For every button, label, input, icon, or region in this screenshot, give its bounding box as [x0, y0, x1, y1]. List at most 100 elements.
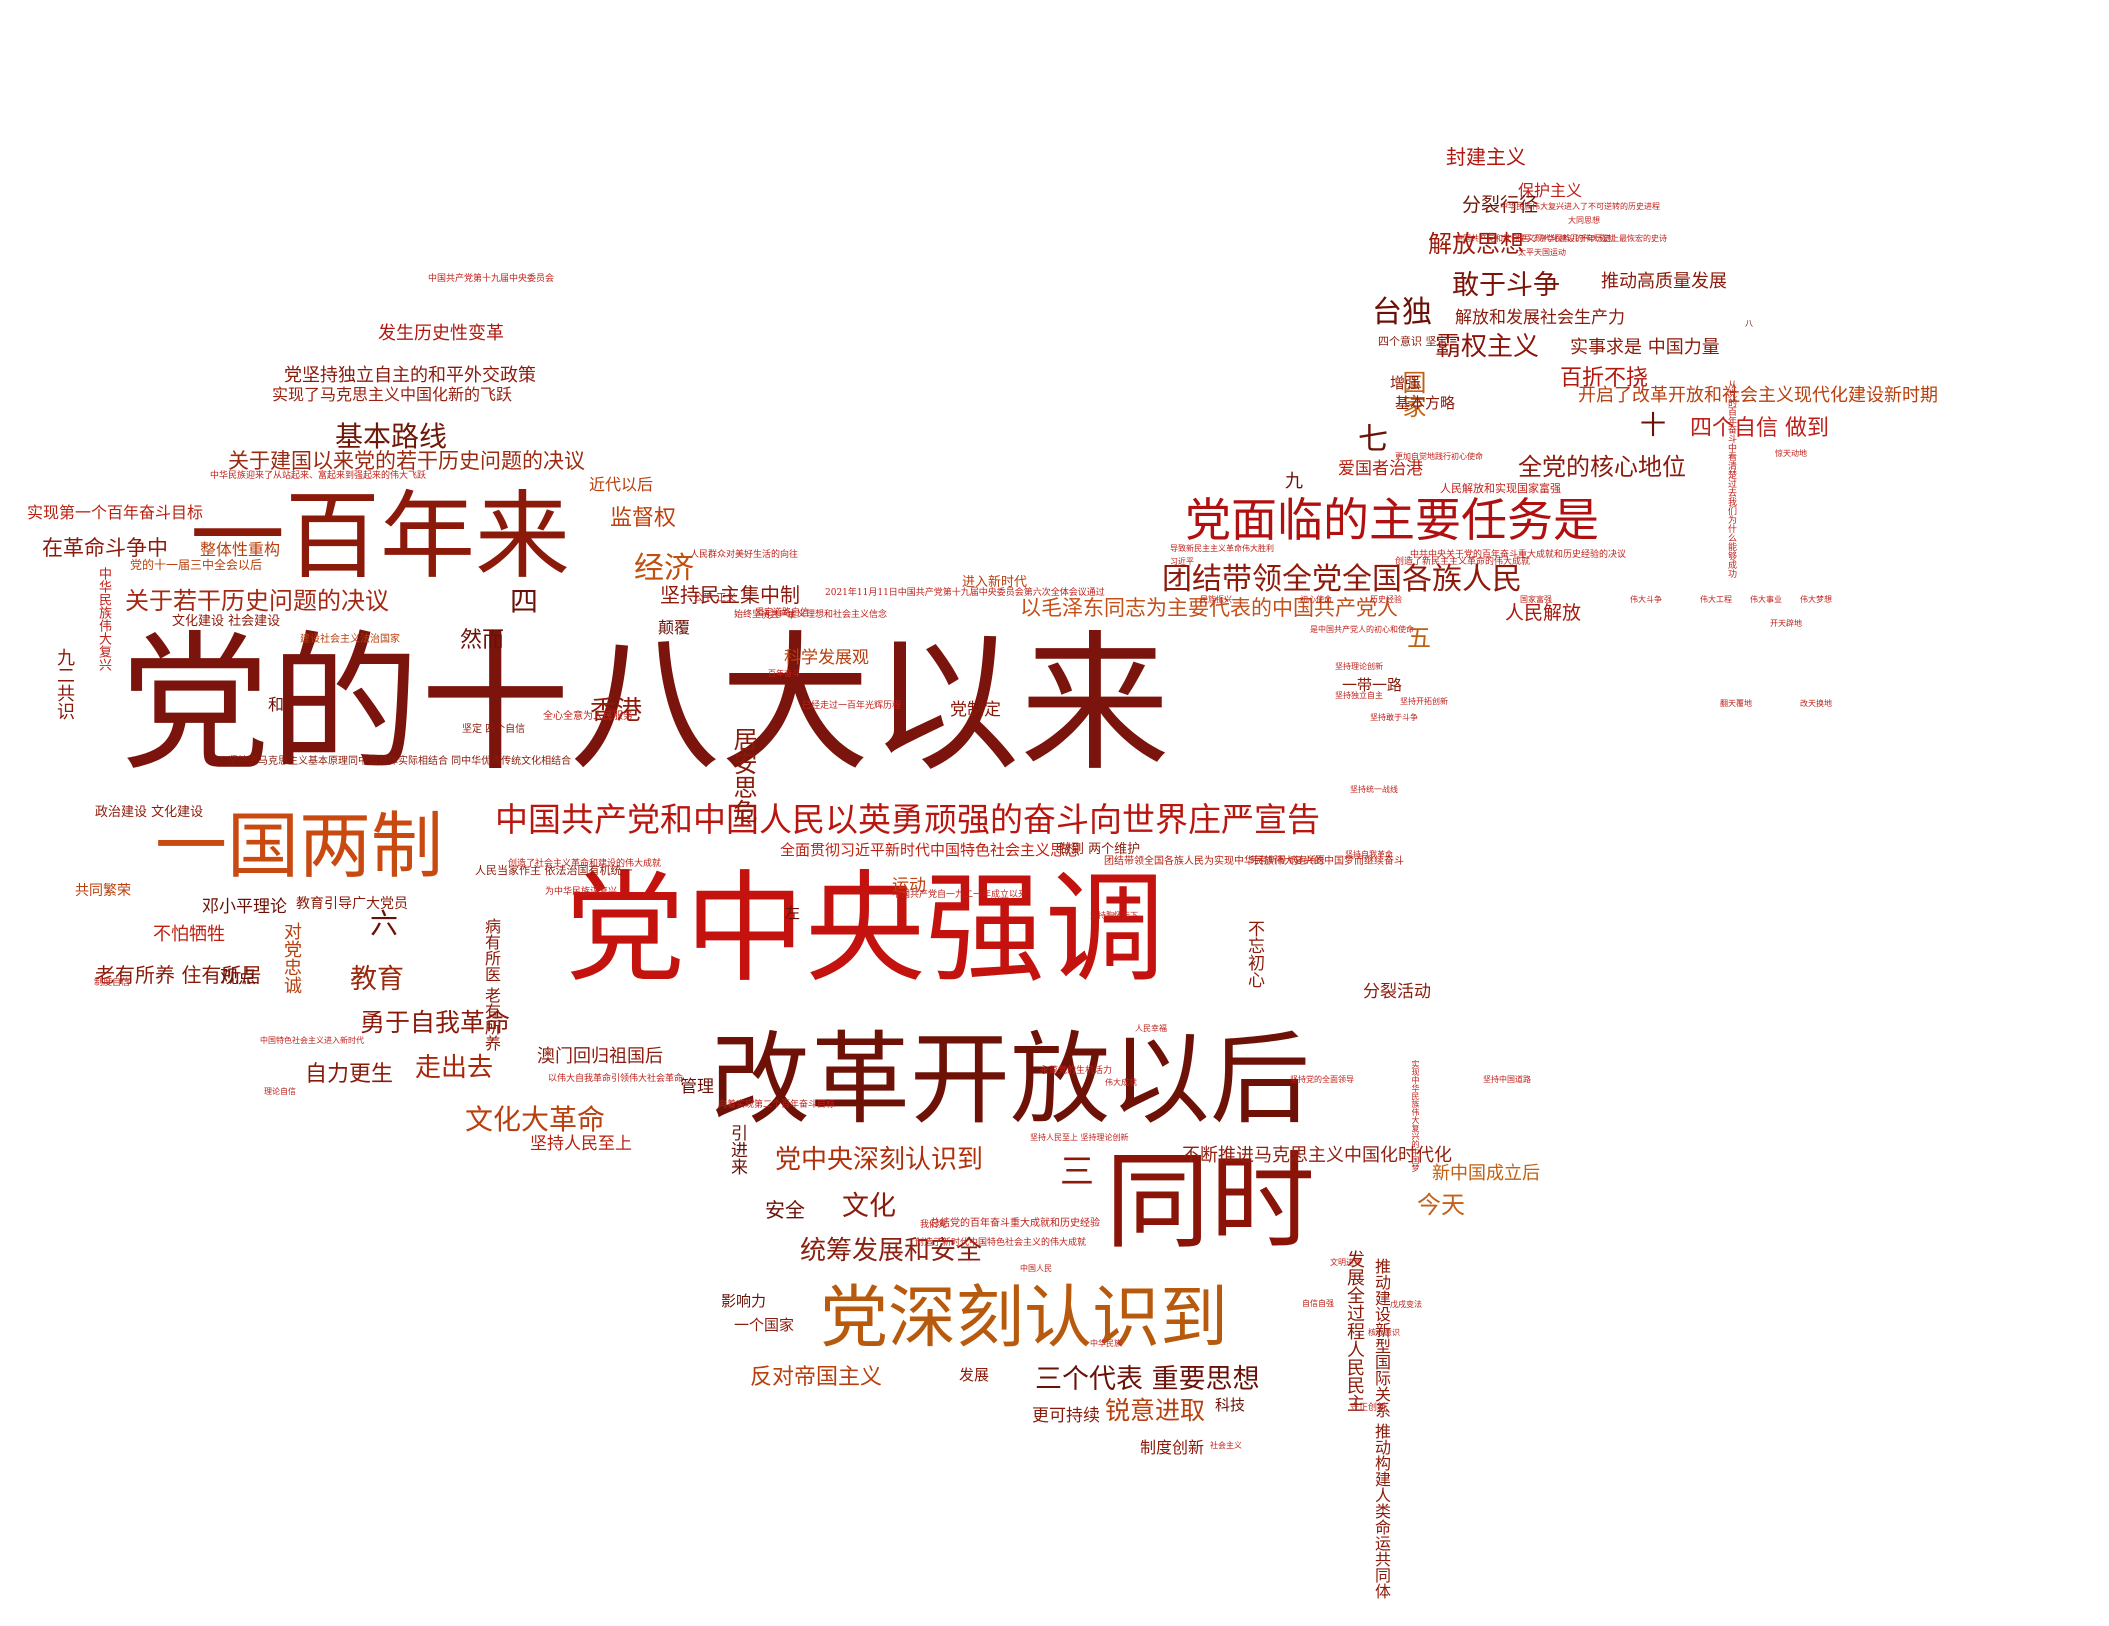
cloud-word: 一百年来: [190, 482, 571, 592]
cloud-word: 不断推进马克思主义中国化时代化: [1182, 1145, 1452, 1166]
cloud-word: 坚持民主集中制: [660, 583, 800, 607]
cloud-word: 进入新时代: [962, 575, 1028, 590]
cloud-word: 发展: [959, 1366, 990, 1384]
cloud-word: 发展全过程人民民主: [1344, 1250, 1365, 1412]
cloud-word: 伟大斗争: [1630, 595, 1662, 604]
cloud-word: 实现了马克思主义中国化新的飞跃: [272, 385, 513, 404]
cloud-word: 三: [1060, 1152, 1094, 1192]
cloud-word: 教育引导广大党员: [296, 896, 408, 912]
cloud-word: 坚持中国道路: [1483, 1075, 1531, 1084]
cloud-word: 关于若干历史问题的决议: [125, 587, 389, 615]
cloud-word: 一个国家: [734, 1316, 795, 1334]
cloud-word: 伟大梦想: [1800, 595, 1832, 604]
cloud-word: 关于建国以来党的若干历史问题的决议: [228, 449, 585, 473]
cloud-word: 党坚持独立自主的和平外交政策: [284, 365, 536, 386]
cloud-word: 分裂行径: [1462, 194, 1539, 216]
cloud-word: 中国共产党自一九二一年成立以来: [892, 890, 1028, 900]
cloud-word: 中国人民: [1020, 1264, 1052, 1273]
cloud-word: 人民当家作主 依法治国有机统一: [475, 864, 633, 877]
cloud-word: 导致新民主主义革命伟大胜利: [1170, 544, 1274, 553]
cloud-word: 观点: [220, 967, 256, 988]
cloud-word: 中国特色社会主义进入新时代: [260, 1036, 364, 1045]
cloud-word: 中国共产党和社会主义现代化建设的伟大成就: [1455, 234, 1615, 243]
cloud-word: 新中国成立后: [1432, 1163, 1540, 1184]
cloud-word: 推动高质量发展: [1601, 271, 1727, 292]
cloud-word: 党的十八大以来: [120, 618, 1171, 792]
cloud-word: 推动建设新型国际关系 推动构建人类命运共同体: [1372, 1258, 1391, 1600]
cloud-word: 坚持党的全面领导: [1290, 1075, 1354, 1084]
cloud-word: 已经走过一百年光辉历程: [802, 701, 902, 711]
cloud-word: 共同繁荣: [75, 883, 131, 899]
cloud-word: 基本路线: [335, 420, 448, 453]
cloud-word: 党的十一届三中全会以后: [130, 558, 263, 572]
cloud-word: 中华民族迎来了从站起来、富起来到强起来的伟大飞跃: [210, 471, 427, 481]
cloud-word: 始终坚持共产主义理想和社会主义信念: [734, 610, 888, 620]
cloud-word: 中国共产党和中国人民以英勇顽强的奋斗向世界庄严宣告: [495, 800, 1320, 839]
cloud-word: 创造了新民主主义革命的伟大成就: [1395, 557, 1531, 567]
cloud-word: 实现中华民族伟大复兴的中国梦: [1411, 1060, 1420, 1172]
cloud-word: 坚持人民至上 坚持理论创新: [1030, 1133, 1129, 1142]
cloud-word: 四个意识 坚定: [1378, 335, 1448, 348]
cloud-word: 为中华民族谋复兴: [545, 887, 618, 897]
cloud-word: 病有所医 老有所养: [482, 918, 501, 1052]
cloud-word: 全党的核心地位: [1518, 453, 1686, 481]
cloud-word: 文化: [842, 1191, 896, 1222]
cloud-word: 百折不挠: [1560, 366, 1649, 391]
cloud-word: 和: [268, 695, 285, 714]
cloud-word: 坚持独立自主: [1335, 691, 1383, 700]
cloud-word: 四个自信 做到: [1690, 416, 1829, 441]
cloud-word: 建设社会主义法治国家: [300, 634, 400, 645]
cloud-word: 颠覆: [658, 618, 691, 637]
cloud-word: 民族振兴: [1200, 595, 1232, 604]
cloud-word: 老有所养 住有所居: [95, 963, 262, 987]
cloud-word: 国家富强: [1520, 595, 1552, 604]
cloud-word: 中华民族伟大复兴: [96, 567, 111, 671]
cloud-word: 科学发展观: [784, 648, 869, 668]
cloud-word: 党制定: [950, 700, 1001, 720]
cloud-word: 公平 正义: [693, 593, 737, 604]
cloud-word: 经济: [634, 551, 694, 586]
cloud-word: 总结党的百年奋斗重大成就和历史经验: [930, 1218, 1100, 1229]
cloud-word: 运动: [892, 876, 926, 896]
cloud-word: 惊天动地: [1775, 449, 1807, 458]
cloud-word: 人民幸福: [1135, 1024, 1167, 1033]
cloud-word: 三个代表 重要思想: [1035, 1364, 1260, 1395]
cloud-word: 影响力: [721, 1292, 767, 1310]
cloud-word: 坚持敢于斗争: [1370, 713, 1418, 722]
cloud-word: 人民群众对美好生活的向往: [690, 550, 799, 560]
cloud-word: 一国两制: [155, 804, 444, 888]
cloud-word: 解放思想: [1428, 230, 1524, 258]
cloud-word: 实事求是 中国力量: [1570, 337, 1720, 358]
cloud-word: 走出去: [415, 1053, 494, 1083]
cloud-word: 全心全意为人民服务: [543, 711, 633, 722]
cloud-word: 中华民族: [1090, 1339, 1122, 1348]
cloud-word: 开天辟地: [1770, 619, 1802, 628]
cloud-word: 坚持统一战线: [1350, 785, 1398, 794]
cloud-word: 不忘初心: [1244, 920, 1264, 988]
cloud-word: 伟大成就: [1105, 1078, 1137, 1087]
cloud-word: 监督权: [610, 506, 677, 531]
cloud-word: 六: [370, 907, 399, 940]
cloud-word: 政治建设 文化建设: [95, 805, 204, 820]
cloud-word: 十: [1640, 411, 1667, 441]
cloud-word: 九二共识: [54, 648, 75, 720]
cloud-word: 制度自信: [94, 978, 131, 988]
cloud-word: 我们党: [920, 1220, 948, 1230]
cloud-word: 团结带领全党全国各族人民: [1162, 562, 1522, 597]
cloud-word: 爱国者治港: [1338, 459, 1423, 479]
cloud-word: 以毛泽东同志为主要代表的中国共产党人: [1020, 596, 1398, 620]
cloud-word: 邓小平理论: [202, 897, 287, 917]
cloud-word: 核心意识: [1368, 1328, 1400, 1337]
cloud-word: 九: [1285, 471, 1303, 492]
cloud-word: 中国共产党第十九届中央委员会: [428, 274, 555, 284]
cloud-word: 守正创新: [1350, 1403, 1387, 1413]
cloud-word: 创造了社会主义革命和建设的伟大成就: [508, 859, 662, 869]
cloud-word: 社会主义: [1210, 1441, 1242, 1450]
cloud-word: 一九二一年: [755, 611, 795, 620]
cloud-word: 更加自觉地践行初心使命: [1395, 452, 1483, 461]
cloud-word: 改革开放以后: [710, 1021, 1310, 1138]
cloud-word: 锐意进取: [1105, 1396, 1206, 1425]
cloud-word: 封建主义: [1446, 145, 1526, 169]
cloud-word: 澳门回归祖国后: [537, 1046, 663, 1067]
cloud-word: 伟大工程: [1700, 595, 1732, 604]
